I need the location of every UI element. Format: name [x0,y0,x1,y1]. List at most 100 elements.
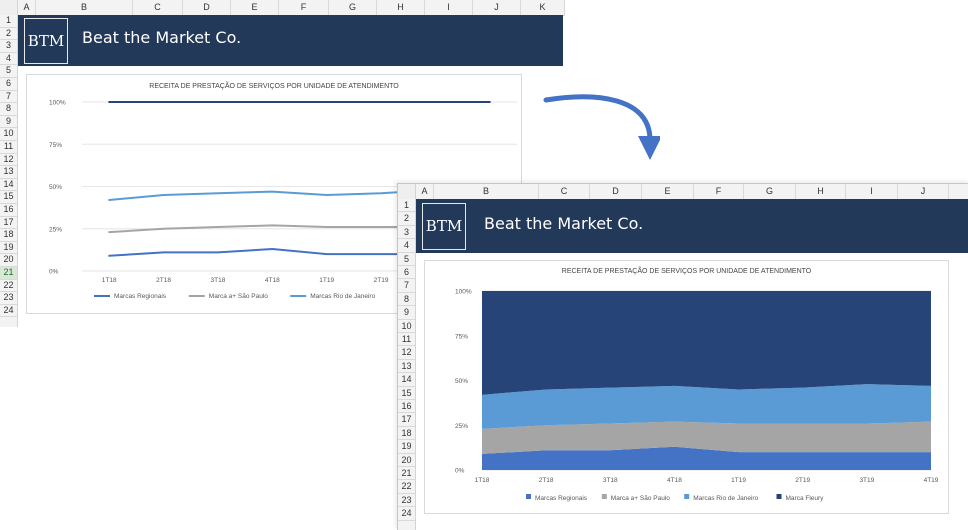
x-tick-label: 3T19 [859,477,874,484]
row-header-4[interactable]: 4 [398,239,415,253]
row-header-20[interactable]: 20 [0,254,17,267]
column-header-j[interactable]: J [898,184,949,199]
legend-label: Marca a+ São Paulo [611,495,670,502]
x-tick-label: 3T18 [211,277,226,284]
series-area [482,446,931,470]
column-header-k[interactable]: K [521,0,565,15]
column-header-e[interactable]: E [642,184,694,199]
row-header-5[interactable]: 5 [398,253,415,266]
column-header-h[interactable]: H [796,184,846,199]
column-header-d[interactable]: D [590,184,642,199]
row-header-14[interactable]: 14 [0,179,17,192]
row-header-2[interactable]: 2 [398,212,415,226]
chart-title: RECEITA DE PRESTAÇÃO DE SERVIÇOS POR UNI… [561,268,812,275]
row-header-23[interactable]: 23 [398,494,415,508]
row-header-15[interactable]: 15 [0,191,17,204]
column-header-f[interactable]: F [694,184,744,199]
row-header-1[interactable]: 1 [398,199,415,213]
legend-label: Marca Fleury [786,495,825,502]
row-header-7[interactable]: 7 [398,279,415,293]
row-header-6[interactable]: 6 [0,78,17,91]
column-header-e[interactable]: E [231,0,279,15]
column-header-a[interactable]: A [18,0,36,15]
company-name: Beat the Market Co. [484,214,644,233]
row-header-3[interactable]: 3 [0,40,17,53]
row-header-17[interactable]: 17 [0,217,17,230]
column-header-g[interactable]: G [744,184,796,199]
x-tick-label: 4T19 [924,477,939,484]
row-header-4[interactable]: 4 [0,53,17,66]
y-tick-label: 100% [49,100,66,107]
row-header-18[interactable]: 18 [0,229,17,242]
company-logo: BTM [24,18,68,64]
row-header-17[interactable]: 17 [398,413,415,427]
row-header-12[interactable]: 12 [0,154,17,167]
row-header-21[interactable]: 21 [398,467,415,481]
column-header-b[interactable]: B [434,184,539,199]
row-header-10[interactable]: 10 [0,128,17,141]
row-header-1[interactable]: 1 [0,15,17,28]
row-header-6[interactable]: 6 [398,266,415,280]
row-header-11[interactable]: 11 [0,141,17,154]
legend-swatch [526,494,531,499]
select-all-corner[interactable] [398,184,416,199]
column-header-d[interactable]: D [183,0,231,15]
row-header-10[interactable]: 10 [398,320,415,333]
row-header-16[interactable]: 16 [0,204,17,217]
row-header-13[interactable]: 13 [0,166,17,179]
row-header-24[interactable]: 24 [0,305,17,318]
x-tick-label: 1T18 [475,477,490,484]
column-header-a[interactable]: A [416,184,434,199]
row-header-9[interactable]: 9 [398,306,415,320]
column-header-j[interactable]: J [473,0,521,15]
transition-arrow-icon [543,94,660,160]
y-tick-label: 75% [49,142,62,149]
y-tick-label: 50% [49,184,62,191]
company-name: Beat the Market Co. [82,28,242,47]
row-header-11[interactable]: 11 [398,333,415,347]
select-all-corner[interactable] [0,0,18,15]
row-header-22[interactable]: 22 [0,280,17,293]
row-header-15[interactable]: 15 [398,387,415,400]
column-header-c[interactable]: C [539,184,590,199]
y-tick-label: 25% [49,226,62,233]
column-header-f[interactable]: F [279,0,329,15]
x-tick-label: 1T18 [102,277,117,284]
row-header-16[interactable]: 16 [398,400,415,414]
row-header-12[interactable]: 12 [398,346,415,360]
column-header-c[interactable]: C [133,0,183,15]
row-header-14[interactable]: 14 [398,373,415,387]
row-header-18[interactable]: 18 [398,427,415,441]
row-header-22[interactable]: 22 [398,480,415,494]
row-header-9[interactable]: 9 [0,116,17,129]
chart-title: RECEITA DE PRESTAÇÃO DE SERVIÇOS POR UNI… [149,83,399,90]
row-header-8[interactable]: 8 [398,293,415,307]
row-header-24[interactable]: 24 [398,507,415,521]
row-header-bar: 1 2 3 4 5 6 7 8 9 10 11 12 13 14 15 16 17 18 19 20 21 22 23 24 [0,15,18,327]
row-header-21[interactable]: 21 [0,267,17,280]
row-header-7[interactable]: 7 [0,91,17,104]
row-header-19[interactable]: 19 [0,242,17,255]
stacked-area-chart[interactable]: RECEITA DE PRESTAÇÃO DE SERVIÇOS POR UNI… [424,260,949,514]
legend-label: Marcas Rio de Janeiro [310,293,375,300]
row-header-20[interactable]: 20 [398,454,415,467]
y-tick-label: 50% [455,378,468,385]
row-header-13[interactable]: 13 [398,360,415,374]
header-banner: BTM Beat the Market Co. [416,199,968,253]
column-header-h[interactable]: H [377,0,425,15]
row-header-23[interactable]: 23 [0,292,17,305]
column-header-b[interactable]: B [36,0,133,15]
row-header-2[interactable]: 2 [0,28,17,41]
x-tick-label: 1T19 [319,277,334,284]
column-header-i[interactable]: I [846,184,898,199]
column-header-g[interactable]: G [329,0,377,15]
row-header-3[interactable]: 3 [398,226,415,240]
row-header-19[interactable]: 19 [398,440,415,454]
column-header-i[interactable]: I [425,0,473,15]
row-header-8[interactable]: 8 [0,103,17,116]
legend-swatch [601,494,607,499]
legend-label: Marcas Rio de Janeiro [693,495,758,502]
legend-swatch [684,494,690,499]
row-header-5[interactable]: 5 [0,65,17,78]
